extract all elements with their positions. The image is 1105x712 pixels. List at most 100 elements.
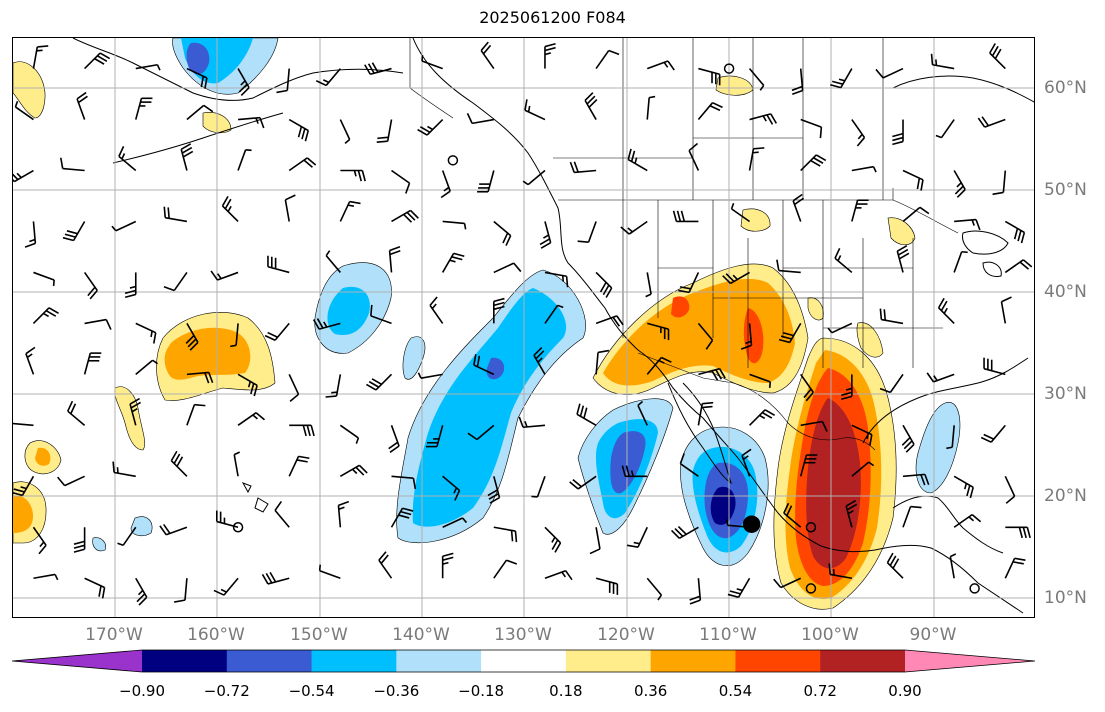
wind-barb (800, 373, 814, 402)
wind-barb (1005, 526, 1031, 539)
wind-barb (378, 551, 393, 579)
lat-label-40N: 40°N (1044, 282, 1087, 302)
wind-barb (749, 113, 778, 125)
wind-barb (364, 62, 392, 76)
wind-barb (284, 194, 296, 222)
colorbar-cell (735, 650, 821, 672)
wind-barb (84, 318, 112, 330)
wind-barb (339, 424, 360, 444)
wind-barb (56, 475, 85, 487)
wind-barb (134, 97, 153, 120)
colorbar-outline (11, 649, 1036, 673)
wind-barb (595, 577, 619, 595)
wind-barb (678, 272, 700, 294)
wind-barb (221, 195, 239, 223)
coastline-baja (667, 382, 732, 485)
wind-barb (13, 475, 35, 497)
lat-label-20N: 20°N (1044, 486, 1087, 506)
colorbar-tick-label: 0.72 (803, 682, 837, 700)
wind-barb (851, 165, 877, 173)
contour-pos-054-west (13, 495, 33, 533)
wind-barb (569, 161, 597, 174)
wind-barb (84, 577, 106, 599)
wind-barb (901, 424, 915, 453)
colorbar-cell (565, 650, 652, 672)
lon-label-90W: 90°W (909, 625, 957, 645)
wind-barb (896, 244, 910, 273)
wind-barb (773, 577, 802, 589)
coastline-alaska (72, 38, 404, 101)
contour-neg-072-alaska (186, 42, 210, 75)
wind-barb (76, 91, 88, 120)
marker-open-circle-6 (969, 583, 980, 594)
wind-barb (533, 346, 546, 375)
marker-open-circle-2 (805, 583, 817, 594)
wind-barb (1000, 296, 1012, 324)
wind-barb (689, 578, 702, 605)
wind-barb (646, 95, 656, 120)
contour-neg-036-small-2 (130, 516, 153, 537)
wind-barb (493, 262, 522, 274)
contour-neg-054-midpac (327, 286, 370, 336)
coastline-yucatan (892, 495, 1004, 554)
wind-barb (1004, 557, 1026, 579)
wind-barb (135, 63, 161, 71)
wind-barb (14, 101, 34, 121)
wind-barb (111, 220, 137, 232)
marker-filled-dot (742, 515, 761, 533)
wind-barb (576, 403, 597, 427)
wind-barb (325, 250, 341, 273)
contour-pos-054-pac (164, 327, 251, 380)
wind-barb (620, 220, 648, 235)
wind-barb (216, 510, 239, 529)
wind-barb (425, 425, 444, 448)
wind-barb (544, 304, 564, 324)
contour-pos-036-small-4 (740, 208, 771, 232)
wind-barb (67, 400, 86, 426)
colorbar-cell (820, 650, 906, 672)
wind-barb (980, 424, 1006, 443)
wind-barb (135, 577, 148, 606)
wind-barb (213, 577, 239, 596)
wind-barb (288, 374, 300, 402)
wind-barb (441, 252, 465, 273)
wind-barb (339, 119, 351, 144)
wind-barb (800, 118, 823, 139)
wind-barb (186, 67, 208, 89)
wind-barb (276, 68, 291, 94)
lon-label-170W: 170°W (85, 625, 143, 645)
colorbar-cell (396, 650, 482, 672)
wind-barb (237, 149, 252, 171)
wind-barb (926, 372, 955, 383)
contour-fills (13, 38, 961, 610)
colorbar-extend-low (12, 650, 142, 672)
wind-barb (337, 500, 350, 528)
wind-barb (32, 526, 47, 555)
wind-barb (569, 475, 597, 490)
wind-barb (886, 552, 904, 579)
wind-barb (429, 296, 444, 324)
contour-pos-036-small-5 (887, 217, 916, 246)
wind-barb (688, 142, 700, 171)
wind-barb (442, 517, 468, 528)
wind-barb (83, 271, 98, 300)
wind-barb (845, 499, 858, 528)
wind-barb (577, 221, 597, 243)
wind-barb (645, 272, 652, 298)
wind-barb (339, 464, 368, 477)
wind-barb (117, 526, 137, 547)
wind-barb (637, 400, 648, 426)
wind-barb (646, 356, 672, 375)
colorbar-cell (481, 650, 567, 672)
colorbar-cell (226, 650, 313, 672)
wind-barb (544, 526, 562, 553)
wind-barb (697, 322, 714, 350)
wind-barb (679, 453, 699, 477)
wind-barb (170, 450, 188, 477)
colorbar-tick-label: −0.72 (203, 682, 250, 700)
wind-barb (33, 573, 59, 581)
colorbar-tick-label: −0.36 (373, 682, 420, 700)
wind-barb (288, 455, 310, 477)
lon-label-160W: 160°W (187, 625, 245, 645)
wind-barb (289, 424, 315, 437)
